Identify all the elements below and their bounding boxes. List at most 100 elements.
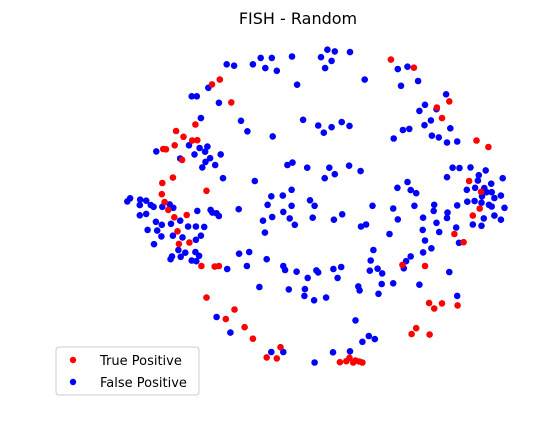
point-false-positive — [230, 62, 238, 69]
point-false-positive — [475, 171, 483, 179]
point-true-positive — [433, 104, 441, 111]
point-false-positive — [285, 286, 293, 293]
point-false-positive — [158, 221, 166, 229]
legend-marker-true-positive — [69, 356, 77, 364]
legend-box — [55, 346, 200, 396]
point-false-positive — [453, 202, 461, 209]
point-false-positive — [394, 65, 402, 73]
point-true-positive — [198, 262, 205, 270]
point-false-positive — [386, 230, 393, 238]
point-false-positive — [213, 313, 220, 321]
point-false-positive — [357, 223, 365, 230]
point-false-positive — [152, 218, 160, 226]
point-true-positive — [399, 261, 406, 269]
point-false-positive — [330, 265, 337, 273]
point-false-positive — [480, 215, 488, 222]
point-true-positive — [476, 205, 484, 212]
point-false-positive — [293, 81, 301, 88]
point-false-positive — [291, 221, 299, 229]
point-false-positive — [310, 297, 318, 304]
point-false-positive — [289, 159, 296, 166]
point-false-positive — [311, 359, 318, 366]
point-true-positive — [446, 98, 453, 105]
point-false-positive — [169, 232, 177, 239]
point-false-positive — [471, 197, 478, 205]
point-false-positive — [404, 178, 411, 186]
point-false-positive — [309, 214, 317, 221]
point-true-positive — [438, 114, 446, 122]
point-false-positive — [362, 221, 370, 228]
point-false-positive — [288, 53, 296, 60]
point-false-positive — [491, 194, 498, 202]
point-false-positive — [433, 219, 440, 227]
point-false-positive — [501, 204, 508, 212]
point-true-positive — [430, 305, 438, 312]
point-true-positive — [222, 315, 230, 323]
point-false-positive — [261, 229, 269, 236]
point-false-positive — [176, 217, 184, 224]
point-false-positive — [390, 135, 398, 142]
point-false-positive — [245, 248, 253, 256]
point-false-positive — [192, 236, 200, 244]
point-false-positive — [324, 46, 331, 53]
point-true-positive — [203, 187, 210, 195]
point-false-positive — [483, 188, 490, 196]
point-false-positive — [284, 161, 291, 169]
point-false-positive — [136, 212, 144, 219]
point-false-positive — [288, 202, 295, 210]
point-false-positive — [150, 240, 158, 248]
point-false-positive — [320, 129, 328, 136]
point-false-positive — [419, 214, 427, 221]
point-false-positive — [497, 192, 505, 199]
point-false-positive — [328, 123, 335, 131]
point-false-positive — [346, 48, 354, 56]
point-false-positive — [200, 223, 208, 231]
point-false-positive — [338, 211, 346, 218]
point-false-positive — [304, 274, 312, 282]
point-false-positive — [446, 268, 453, 276]
point-false-positive — [416, 107, 423, 115]
point-false-positive — [136, 196, 144, 203]
point-true-positive — [469, 212, 477, 219]
point-false-positive — [177, 253, 184, 261]
point-true-positive — [451, 230, 458, 238]
point-false-positive — [369, 202, 376, 210]
point-false-positive — [449, 164, 456, 171]
point-false-positive — [204, 143, 211, 150]
point-false-positive — [497, 216, 505, 223]
legend: True Positive False Positive — [55, 346, 200, 396]
point-false-positive — [435, 228, 443, 236]
point-false-positive — [321, 174, 329, 182]
point-false-positive — [269, 133, 277, 140]
point-true-positive — [171, 142, 178, 149]
point-false-positive — [406, 125, 413, 133]
point-false-positive — [268, 193, 275, 200]
point-false-positive — [168, 253, 176, 260]
point-false-positive — [329, 349, 337, 356]
legend-label-false-positive: False Positive — [100, 376, 187, 391]
point-false-positive — [370, 246, 377, 254]
point-false-positive — [281, 266, 289, 274]
point-false-positive — [453, 138, 461, 145]
point-false-positive — [184, 223, 192, 230]
point-false-positive — [257, 54, 265, 62]
point-false-positive — [443, 214, 451, 222]
point-true-positive — [215, 262, 223, 270]
point-true-positive — [336, 358, 344, 366]
point-false-positive — [191, 151, 198, 158]
point-true-positive — [426, 331, 433, 338]
point-false-positive — [469, 221, 477, 228]
point-false-positive — [206, 154, 214, 162]
point-false-positive — [421, 237, 429, 244]
point-false-positive — [411, 202, 418, 210]
point-false-positive — [279, 192, 287, 199]
point-false-positive — [142, 197, 150, 204]
point-false-positive — [487, 180, 495, 187]
point-true-positive — [273, 355, 281, 362]
point-true-positive — [485, 143, 492, 151]
point-false-positive — [144, 226, 151, 234]
point-false-positive — [211, 161, 219, 169]
point-false-positive — [421, 101, 429, 109]
point-false-positive — [259, 217, 267, 224]
point-false-positive — [345, 162, 353, 169]
